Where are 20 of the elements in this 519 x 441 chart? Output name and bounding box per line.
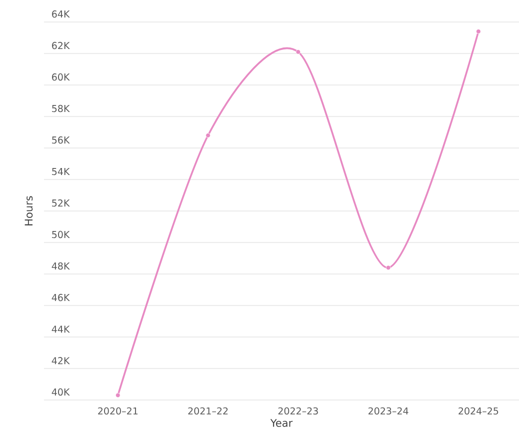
y-tick-label: 48K <box>52 262 70 270</box>
y-tick-label: 50K <box>52 230 70 238</box>
y-tick-label: 56K <box>52 136 70 144</box>
y-tick-label: 46K <box>52 294 70 302</box>
y-tick-label: 42K <box>52 357 70 364</box>
y-axis-title: Hours <box>24 196 33 226</box>
y-tick-label: 52K <box>52 199 70 207</box>
y-tick-label: 62K <box>52 42 70 50</box>
x-tick-label: 2023–24 <box>368 407 408 415</box>
y-tick-label: 44K <box>52 326 70 333</box>
y-tick-label: 40K <box>52 388 70 396</box>
y-tick-label: 54K <box>52 168 70 176</box>
y-tick-label: 60K <box>52 73 70 81</box>
y-tick-label: 58K <box>52 104 70 112</box>
x-tick-label: 2020–21 <box>98 407 138 415</box>
y-tick-label: 64K <box>52 10 70 18</box>
x-tick-label: 2021–22 <box>188 407 228 415</box>
x-tick-label: 2022–23 <box>278 407 318 415</box>
x-axis-title: Year <box>270 419 293 427</box>
x-tick-label: 2024–25 <box>458 407 498 415</box>
